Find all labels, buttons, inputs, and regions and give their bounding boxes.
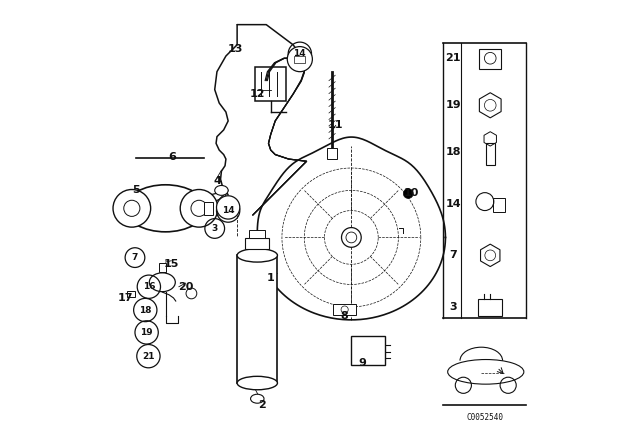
Bar bbox=[493, 198, 506, 212]
Bar bbox=[237, 255, 278, 383]
Text: 19: 19 bbox=[445, 100, 461, 110]
Bar bbox=[249, 230, 266, 238]
Circle shape bbox=[342, 228, 361, 247]
Text: 6: 6 bbox=[168, 152, 176, 162]
Bar bbox=[255, 67, 287, 101]
Text: 21: 21 bbox=[445, 53, 461, 63]
Text: 7: 7 bbox=[449, 250, 457, 260]
Bar bbox=[294, 56, 305, 63]
Circle shape bbox=[403, 189, 413, 198]
Text: 4: 4 bbox=[213, 177, 221, 186]
Text: 12: 12 bbox=[250, 89, 265, 99]
Circle shape bbox=[216, 196, 240, 219]
Bar bbox=[245, 238, 269, 249]
Ellipse shape bbox=[237, 376, 278, 390]
Text: 9: 9 bbox=[358, 358, 367, 368]
Text: 3: 3 bbox=[449, 302, 457, 312]
Circle shape bbox=[191, 200, 207, 216]
Text: 14: 14 bbox=[445, 199, 461, 209]
Circle shape bbox=[186, 288, 197, 299]
Bar bbox=[159, 263, 166, 272]
Text: 10: 10 bbox=[404, 188, 420, 198]
Text: 17: 17 bbox=[117, 293, 133, 303]
Text: C0052540: C0052540 bbox=[466, 413, 503, 422]
Bar bbox=[351, 336, 385, 365]
Bar bbox=[477, 299, 502, 316]
Ellipse shape bbox=[149, 273, 175, 292]
Ellipse shape bbox=[215, 185, 228, 195]
Circle shape bbox=[113, 190, 150, 227]
Text: 14: 14 bbox=[294, 49, 306, 58]
Text: 18: 18 bbox=[139, 306, 152, 314]
Ellipse shape bbox=[237, 249, 278, 262]
Text: 15: 15 bbox=[164, 259, 179, 269]
Bar bbox=[479, 49, 502, 69]
Text: 3: 3 bbox=[212, 224, 218, 233]
Text: 18: 18 bbox=[445, 147, 461, 157]
Bar bbox=[326, 148, 337, 159]
Text: 8: 8 bbox=[340, 311, 349, 321]
Text: 21: 21 bbox=[142, 352, 155, 361]
Text: 20: 20 bbox=[178, 282, 193, 292]
Circle shape bbox=[124, 200, 140, 216]
Text: 19: 19 bbox=[140, 328, 153, 337]
Text: 7: 7 bbox=[132, 253, 138, 262]
Bar bbox=[333, 304, 356, 315]
Circle shape bbox=[180, 190, 218, 227]
Text: 14: 14 bbox=[222, 206, 234, 215]
Circle shape bbox=[287, 47, 312, 72]
Bar bbox=[127, 291, 136, 297]
Bar bbox=[486, 143, 495, 165]
Text: 2: 2 bbox=[258, 401, 266, 410]
Text: 5: 5 bbox=[132, 185, 140, 195]
Text: 11: 11 bbox=[328, 121, 344, 130]
Text: 1: 1 bbox=[267, 273, 275, 283]
Ellipse shape bbox=[125, 185, 205, 232]
Ellipse shape bbox=[250, 394, 264, 403]
Bar bbox=[204, 202, 213, 215]
Text: 16: 16 bbox=[143, 282, 155, 291]
Text: 13: 13 bbox=[227, 44, 243, 54]
